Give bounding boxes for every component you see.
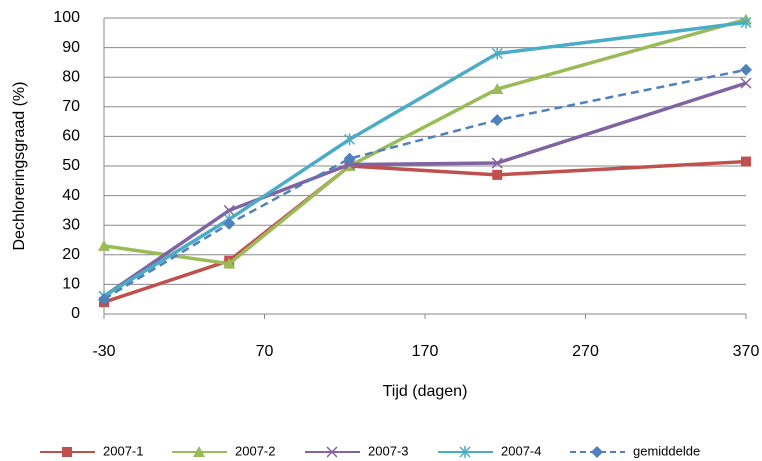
x-axis-label: Tijd (dagen) (383, 383, 468, 400)
y-tick-label: 70 (62, 98, 80, 115)
marker (491, 47, 503, 60)
marker (62, 447, 72, 457)
y-tick-label: 40 (62, 187, 80, 204)
legend-label: gemiddelde (633, 443, 700, 458)
marker (491, 83, 504, 95)
series-line (103, 68, 747, 301)
y-tick-label: 50 (62, 157, 80, 174)
marker (491, 157, 503, 169)
marker (740, 16, 752, 29)
marker (344, 133, 356, 146)
legend-label: 2007-2 (235, 443, 275, 458)
marker (98, 239, 110, 251)
legend-label: 2007-1 (103, 443, 143, 458)
legend-label: 2007-3 (368, 443, 408, 458)
marker (491, 114, 504, 127)
marker (591, 446, 603, 458)
marker (741, 156, 751, 167)
y-tick-label: 10 (62, 276, 80, 293)
marker (740, 63, 752, 76)
y-tick-label: 20 (62, 246, 80, 263)
y-axis-label: Dechloreringsgraad (%) (11, 82, 28, 251)
marker (492, 169, 503, 180)
x-tick-label: 170 (412, 343, 439, 360)
legend-label: 2007-4 (501, 443, 541, 458)
y-tick-label: 0 (71, 305, 80, 322)
marker (223, 204, 235, 216)
marker (223, 257, 236, 269)
x-tick-label: -30 (92, 343, 115, 360)
series-line (103, 81, 747, 298)
marker (459, 446, 471, 458)
marker (98, 293, 110, 306)
y-tick-label: 60 (62, 128, 80, 145)
x-tick-label: 70 (256, 343, 274, 360)
y-tick-label: 90 (62, 39, 80, 56)
marker (343, 152, 356, 165)
series-line (103, 17, 747, 266)
marker (193, 446, 205, 457)
marker (740, 77, 752, 89)
y-tick-label: 100 (53, 9, 80, 26)
marker (326, 446, 338, 458)
y-tick-label: 80 (62, 68, 80, 85)
y-tick-label: 30 (62, 216, 80, 233)
marker (223, 217, 236, 230)
x-tick-label: 370 (733, 343, 760, 360)
x-tick-label: 270 (572, 343, 599, 360)
